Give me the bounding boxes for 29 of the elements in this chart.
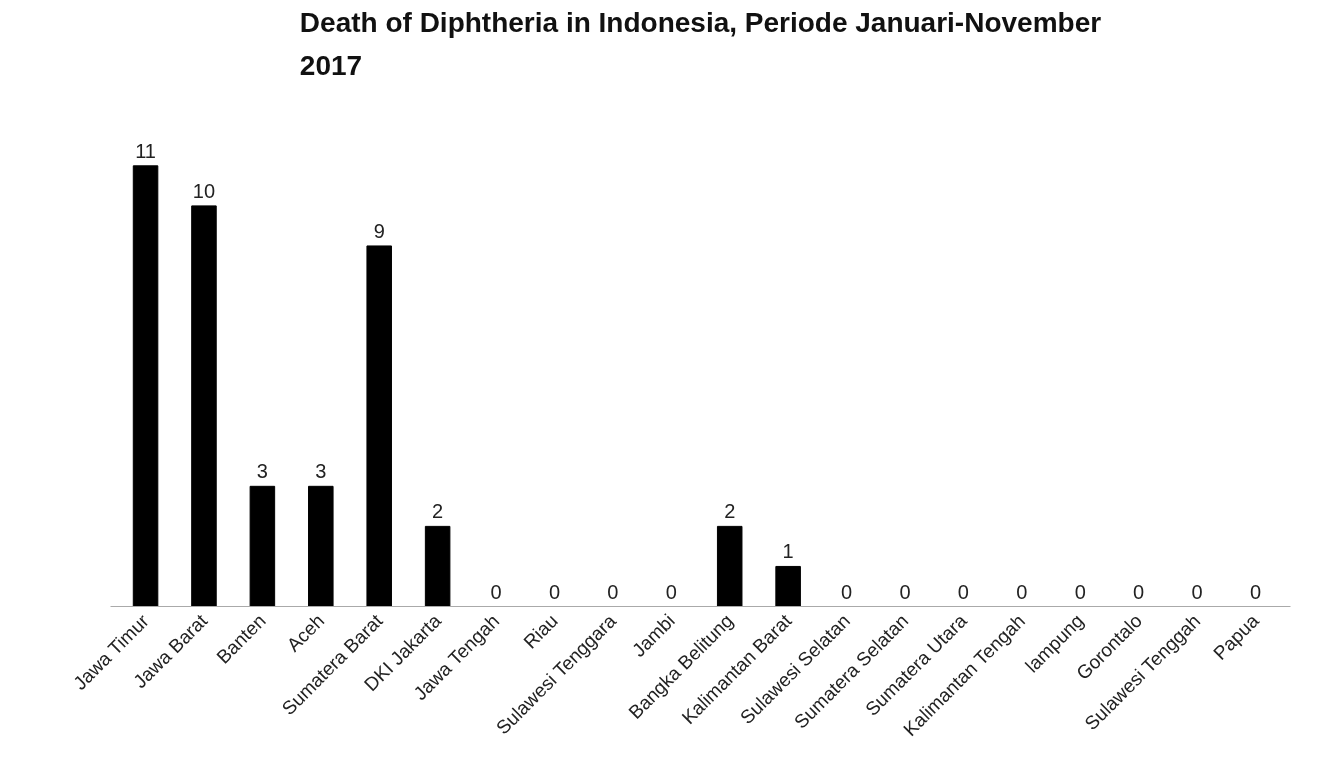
data-label: 0 xyxy=(840,580,853,603)
data-label: 0 xyxy=(490,580,502,603)
bar xyxy=(366,245,392,607)
data-label: 2 xyxy=(432,500,444,523)
data-label: 0 xyxy=(1249,580,1262,603)
data-label: 10 xyxy=(192,179,216,202)
bar xyxy=(308,485,334,607)
bar xyxy=(775,565,801,607)
data-label: 0 xyxy=(607,580,619,603)
data-label: 0 xyxy=(899,580,911,603)
data-label: 0 xyxy=(1133,580,1145,603)
data-label: 2 xyxy=(724,500,736,523)
data-label: 0 xyxy=(1191,580,1203,603)
data-label: 1 xyxy=(782,540,794,563)
data-label: 9 xyxy=(373,219,385,242)
chart-title: Death of Diphtheria in Indonesia, Periode Januari-November 2017 xyxy=(299,7,1102,82)
data-label: 0 xyxy=(957,580,969,603)
bar xyxy=(716,525,743,607)
data-label: 3 xyxy=(256,460,268,483)
data-label: 0 xyxy=(1074,580,1086,603)
data-label: 0 xyxy=(1016,580,1028,603)
bar xyxy=(424,525,451,607)
bar xyxy=(249,485,276,607)
data-label: 0 xyxy=(548,580,561,603)
data-label: 11 xyxy=(135,139,156,162)
data-label: 3 xyxy=(315,460,327,483)
bar xyxy=(132,165,159,607)
bar xyxy=(191,205,217,607)
data-label: 0 xyxy=(665,580,677,603)
